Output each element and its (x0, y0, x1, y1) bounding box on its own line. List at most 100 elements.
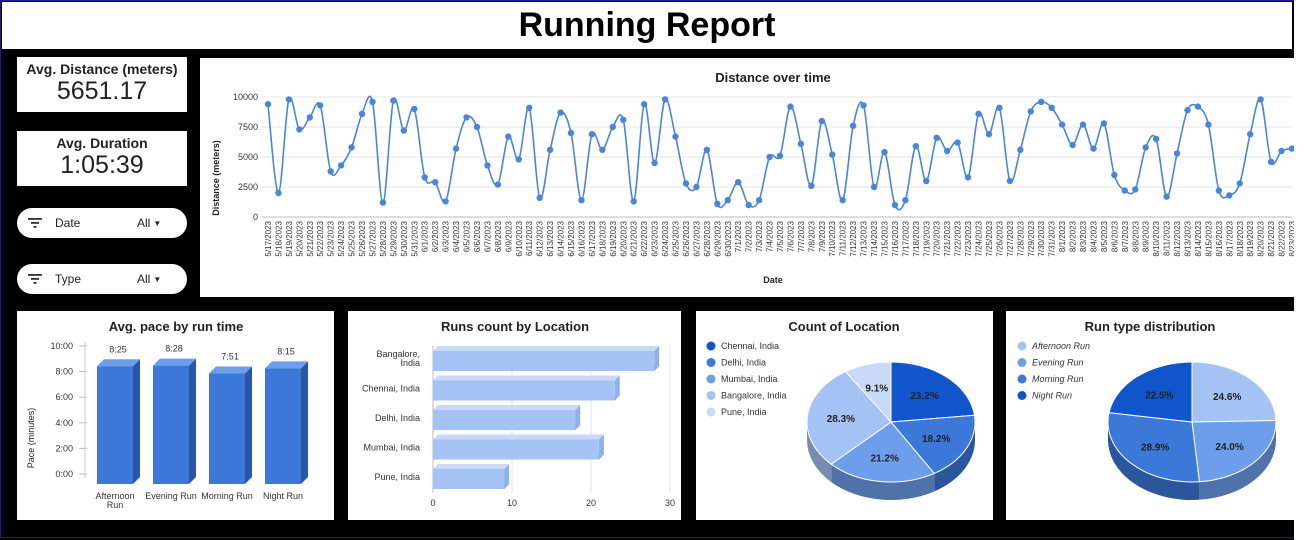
scorecard-label: Avg. Duration (56, 135, 148, 151)
x-tick-label: 6/25/2023 (672, 220, 681, 256)
y-tick-label: 5000 (238, 152, 258, 162)
pie-slice (830, 421, 936, 483)
data-point (452, 145, 460, 152)
scorecard-value: 5651.17 (56, 77, 148, 105)
x-tick-label: 8/14/2023 (1194, 220, 1203, 256)
x-tick-label: 5/24/2023 (337, 220, 346, 256)
legend-entry: Mumbai, India (721, 374, 778, 384)
x-tick-label: 7/12/2023 (849, 220, 858, 256)
x-tick-label: 6/10/2023 (515, 220, 524, 256)
x-tick-label: 7/14/2023 (870, 220, 879, 256)
data-point (1058, 121, 1066, 128)
data-point (505, 133, 512, 140)
data-point (369, 98, 376, 105)
chart-title: Runs count by Location (441, 319, 589, 334)
x-tick-label: 5/22/2023 (316, 220, 325, 256)
bar-side (614, 375, 620, 401)
x-tick-label: 6/2/2023 (431, 220, 440, 252)
slice-value-label: 24.6% (1213, 392, 1241, 403)
type-filter[interactable]: Type All ▼ (17, 264, 187, 294)
y-tick-label: Pune, India (374, 472, 420, 482)
bar-top (153, 358, 196, 366)
x-tick-label: 7/20/2023 (933, 220, 942, 256)
data-point (317, 102, 324, 109)
x-tick-label: 5/25/2023 (348, 220, 357, 256)
x-tick-label: 8/22/2023 (1278, 220, 1287, 256)
x-tick-label: 8/10/2023 (1152, 220, 1161, 256)
bar (265, 368, 301, 484)
bar (97, 366, 133, 484)
x-tick-label: 6/17/2023 (588, 220, 597, 256)
count-of-location-pie-chart: Count of Location Chennai, India Delhi, I… (706, 319, 976, 500)
legend-entry: Afternoon Run (1031, 341, 1090, 351)
data-point (912, 143, 920, 150)
data-label: 7:51 (221, 352, 239, 362)
x-tick-label: 6/7/2023 (483, 220, 492, 252)
pie-slice-side (1108, 422, 1200, 500)
x-tick-label: 5/30/2023 (400, 220, 409, 256)
data-point (557, 109, 564, 116)
pie-slice (889, 414, 976, 475)
data-point (1079, 121, 1087, 128)
data-point (1142, 144, 1149, 151)
slice-value-label: 22.5% (1145, 391, 1173, 402)
data-point (306, 114, 313, 121)
x-tick-label: 7/9/2023 (818, 220, 827, 252)
avg-pace-panel: Avg. pace by run time Pace (minutes) 0:0… (17, 311, 334, 520)
y-tick-label: India (400, 358, 420, 368)
filter-icon (28, 274, 42, 284)
data-point (400, 127, 408, 134)
x-tick-label: 7/26/2023 (995, 220, 1004, 256)
legend-swatch (706, 407, 716, 417)
chart-title: Distance over time (715, 70, 831, 85)
data-point (954, 139, 961, 146)
x-tick-label: 7/19/2023 (922, 220, 931, 256)
data-point (1090, 145, 1097, 152)
y-tick-label: Delhi, India (375, 413, 420, 423)
data-point (860, 102, 867, 109)
data-point (1048, 104, 1055, 111)
x-tick-label: 7/4/2023 (766, 220, 775, 252)
data-point (849, 122, 857, 129)
x-tick-label: 6/3/2023 (442, 220, 451, 252)
data-point (724, 197, 731, 204)
y-tick-label: 10:00 (50, 341, 73, 351)
legend-entry: Delhi, India (721, 358, 766, 368)
x-tick-label: 6/6/2023 (473, 220, 482, 252)
data-point (1236, 180, 1243, 187)
y-tick-label: 6:00 (55, 392, 73, 402)
pie-slice (890, 361, 976, 423)
bar-top (433, 434, 604, 440)
data-label: 8:28 (165, 344, 183, 354)
filter-value: All (137, 216, 151, 230)
y-axis-label: Pace (minutes) (26, 408, 36, 469)
x-tick-label: 6/13/2023 (546, 220, 555, 256)
legend-entry: Pune, India (721, 407, 767, 417)
data-point (776, 152, 784, 159)
filter-value: All (137, 272, 151, 286)
y-tick-label: 0:00 (55, 469, 73, 479)
date-filter[interactable]: Date All ▼ (17, 208, 187, 238)
x-tick-label: 8/8/2023 (1131, 220, 1140, 252)
filter-label: Type (55, 272, 82, 286)
x-tick-label: 6/30/2023 (724, 220, 733, 256)
filter-icon (28, 218, 42, 228)
x-tick-label: 8/1/2023 (1058, 220, 1067, 252)
data-point (264, 101, 272, 108)
data-point (1173, 150, 1181, 157)
data-point (839, 197, 846, 204)
bar-top (209, 366, 252, 374)
data-point (1194, 103, 1202, 110)
bar-side (245, 366, 252, 484)
data-point (1205, 121, 1212, 128)
y-tick-label: 10000 (233, 92, 258, 102)
data-point (787, 103, 794, 110)
data-point (829, 151, 836, 158)
scorecard-avg-duration: Avg. Duration 1:05:39 (17, 131, 187, 186)
x-tick-label: 6/5/2023 (463, 220, 472, 252)
data-point (1132, 186, 1139, 193)
x-tick-label: 30 (665, 498, 675, 508)
x-tick-label: 7/7/2023 (797, 220, 806, 252)
y-tick-label: Chennai, India (362, 384, 420, 394)
bar-top (97, 359, 140, 367)
